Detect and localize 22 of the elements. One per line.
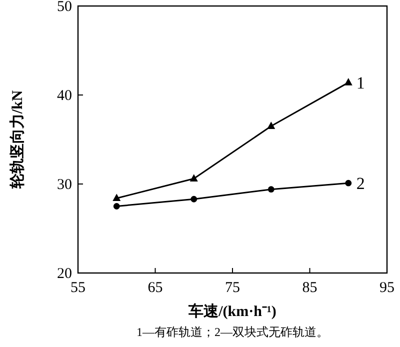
point (112, 194, 121, 202)
series-label: 2 (356, 174, 365, 194)
x-tick-label: 75 (225, 280, 240, 296)
x-tick-label: 95 (380, 280, 394, 296)
x-axis-title: 车速/(km·h⁻¹) (188, 302, 276, 320)
point (113, 203, 120, 210)
point (190, 174, 198, 182)
x-tick-label: 65 (148, 280, 163, 296)
series-label: 1 (356, 74, 365, 93)
point (268, 186, 274, 193)
x-tick-label: 85 (302, 280, 318, 296)
y-tick-label: 40 (57, 88, 72, 104)
point (345, 180, 352, 186)
text: 1—有砟轨道；2—双块式无砟轨道。 (136, 325, 328, 339)
point (344, 78, 352, 86)
y-tick-label: 50 (57, 0, 72, 15)
y-axis-title: 轮轨竖向力/kN (9, 90, 26, 190)
point (267, 122, 276, 129)
y-tick-label: 20 (57, 266, 72, 282)
x-tick-label: 55 (70, 280, 86, 296)
point (190, 196, 198, 202)
y-tick-label: 30 (57, 177, 72, 193)
